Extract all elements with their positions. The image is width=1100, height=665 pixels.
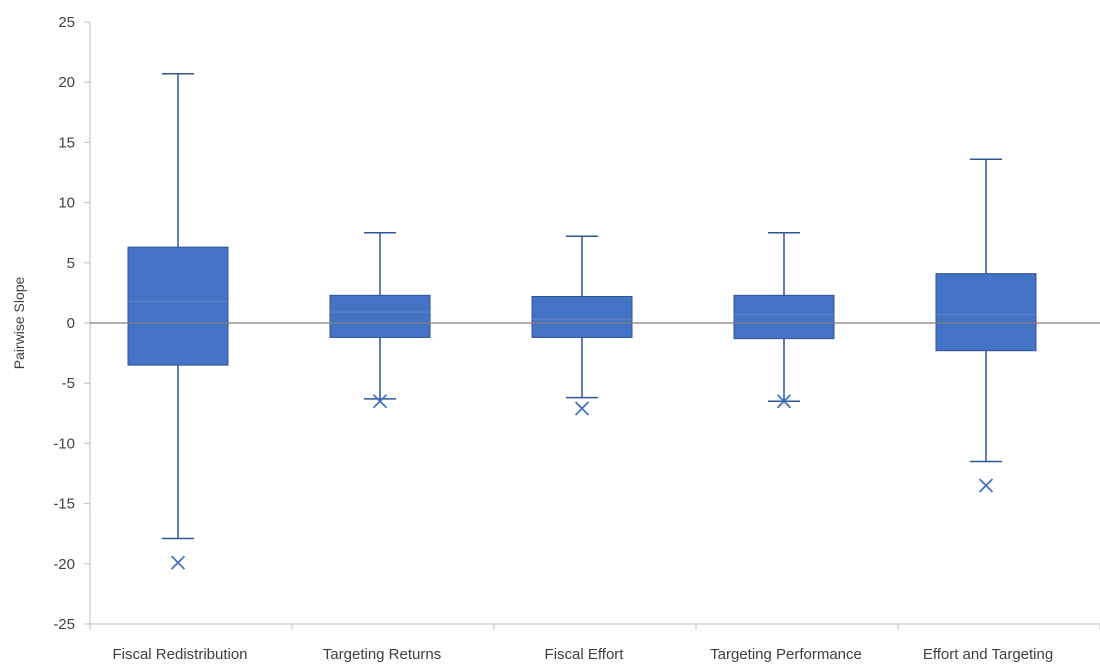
mean-marker — [978, 478, 994, 493]
box-group — [531, 235, 633, 416]
y-tick-label: -20 — [53, 556, 75, 573]
y-tick-label: 5 — [67, 255, 75, 272]
mean-marker — [574, 401, 590, 416]
x-category-label: Effort and Targeting — [923, 646, 1053, 663]
mean-marker — [372, 394, 388, 409]
x-category-label: Fiscal Effort — [545, 646, 625, 663]
x-category-label: Targeting Returns — [323, 646, 441, 663]
y-tick-label: -25 — [53, 616, 75, 633]
box-group — [127, 73, 229, 570]
y-axis-title: Pairwise Slope — [11, 276, 27, 369]
box-iqr — [733, 294, 835, 340]
box-group — [935, 158, 1037, 493]
box-group — [733, 231, 835, 409]
axes: 25 20 15 10 5 0 -5 -10 -15 -20 -25 Fiscal Redistrib… — [53, 14, 1100, 663]
box-group — [329, 231, 431, 409]
mean-marker — [776, 394, 792, 409]
y-tick-label: 10 — [58, 195, 75, 212]
box-iqr — [531, 296, 633, 338]
y-tick-label: -15 — [53, 496, 75, 513]
x-category-label: Targeting Performance — [710, 646, 862, 663]
box-iqr — [935, 273, 1037, 352]
mean-marker — [170, 555, 186, 570]
x-category-label: Fiscal Redistribution — [112, 646, 247, 663]
y-tick-label: -5 — [62, 375, 75, 392]
box-iqr — [127, 246, 229, 366]
y-tick-label: 25 — [58, 14, 75, 31]
boxes — [90, 73, 1100, 570]
y-tick-label: 20 — [58, 74, 75, 91]
box-iqr — [329, 294, 431, 338]
y-tick-label: 0 — [67, 315, 75, 332]
y-tick-label: -10 — [53, 435, 75, 452]
y-tick-label: 15 — [58, 134, 75, 151]
